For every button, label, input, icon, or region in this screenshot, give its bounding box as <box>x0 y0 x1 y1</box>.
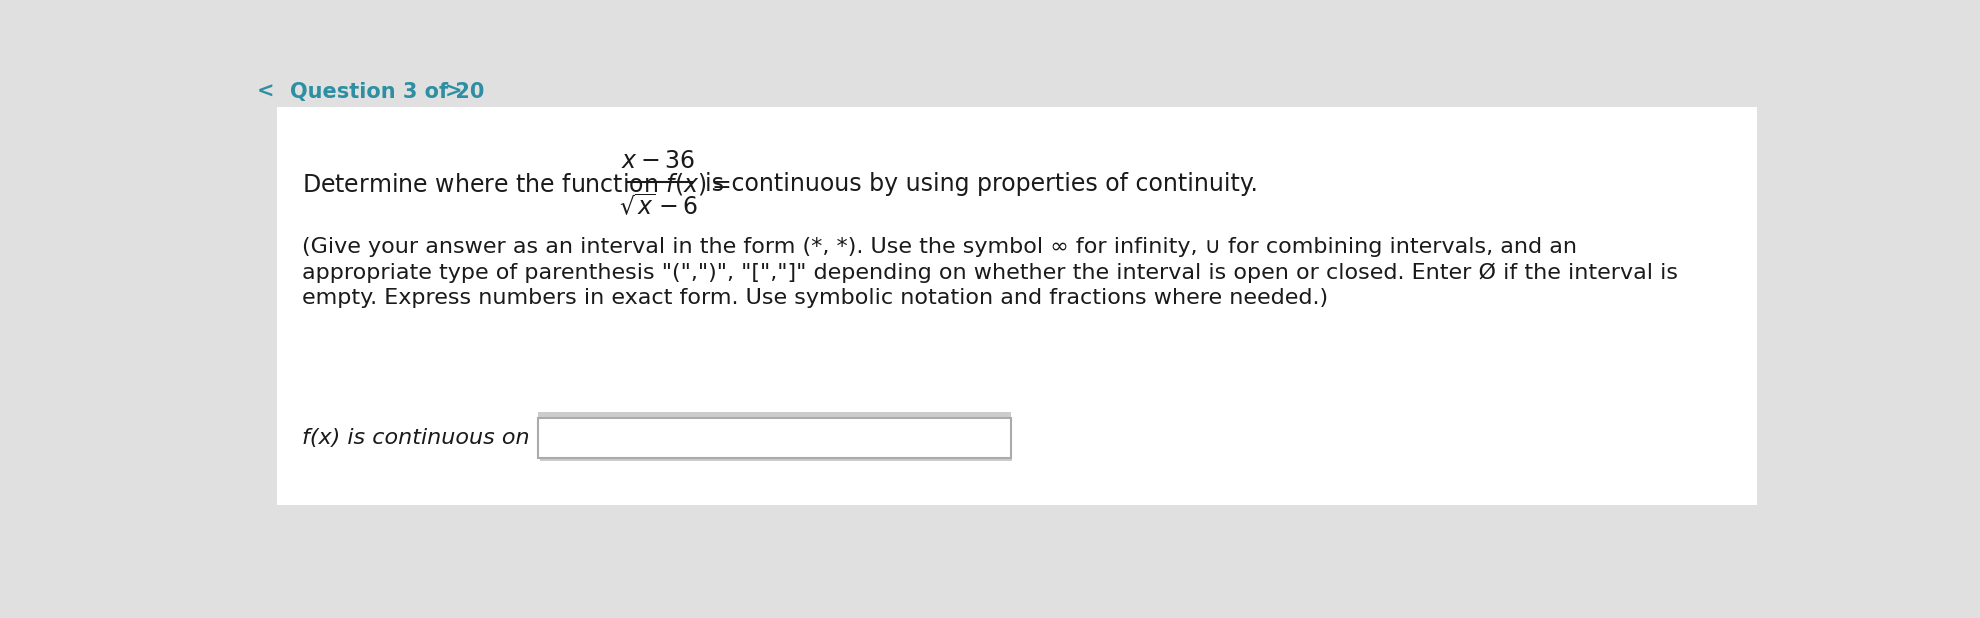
Text: Determine where the function $f(x) =$: Determine where the function $f(x) =$ <box>301 171 731 197</box>
Text: $x - 36$: $x - 36$ <box>622 149 695 172</box>
FancyBboxPatch shape <box>539 418 1012 457</box>
FancyBboxPatch shape <box>248 74 1782 108</box>
Text: $\sqrt{x} - 6$: $\sqrt{x} - 6$ <box>618 194 699 221</box>
Text: Question 3 of 20: Question 3 of 20 <box>291 82 485 102</box>
Text: f(x) is continuous on the interval: f(x) is continuous on the interval <box>301 428 665 449</box>
Text: appropriate type of parenthesis "(",")", "[","]" depending on whether the interv: appropriate type of parenthesis "(",")",… <box>301 263 1677 283</box>
Text: empty. Express numbers in exact form. Use symbolic notation and fractions where : empty. Express numbers in exact form. Us… <box>301 288 1329 308</box>
FancyBboxPatch shape <box>539 412 1012 418</box>
Text: is continuous by using properties of continuity.: is continuous by using properties of con… <box>705 172 1257 197</box>
FancyBboxPatch shape <box>277 88 1756 506</box>
Text: <: < <box>257 82 275 102</box>
Text: (Give your answer as an interval in the form (*, *). Use the symbol ∞ for infini: (Give your answer as an interval in the … <box>301 237 1576 258</box>
FancyBboxPatch shape <box>541 421 1012 460</box>
Text: >: > <box>446 82 463 102</box>
